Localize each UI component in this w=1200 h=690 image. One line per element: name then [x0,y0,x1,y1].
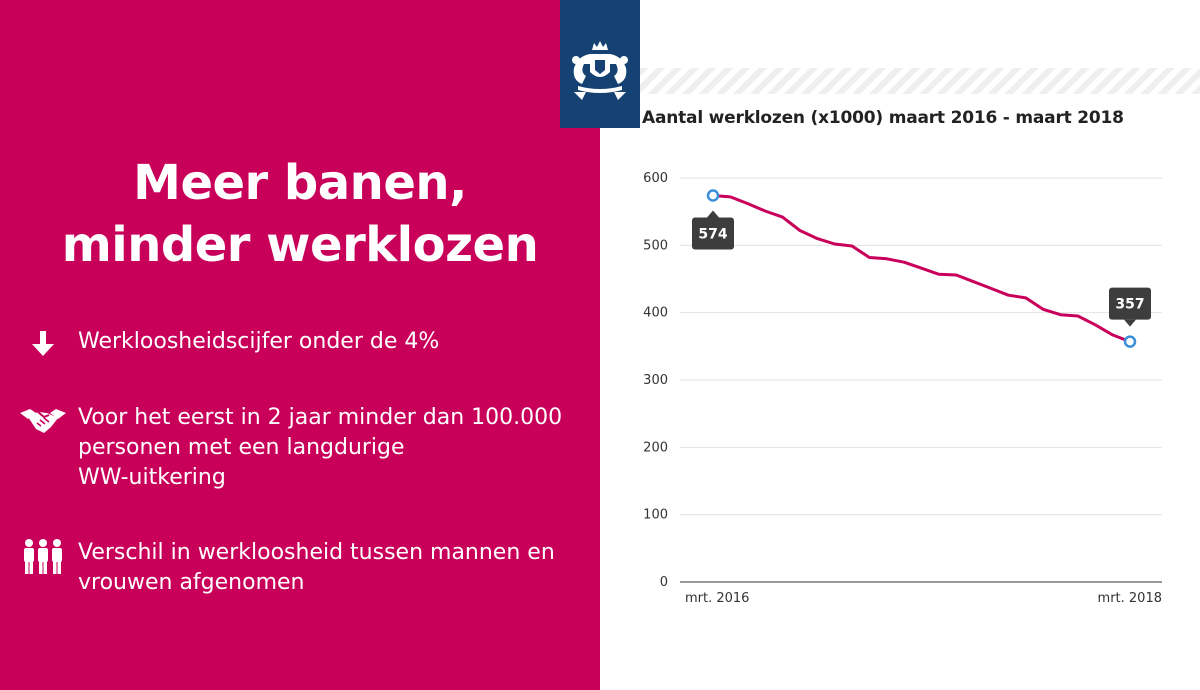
unemployment-line-chart: 0 100 200 300 400 500 600 mrt. 2016 mrt. 2018 574… [643,171,1162,606]
people-icon [20,538,66,574]
handshake-icon [20,403,66,437]
bullet-text-line: Verschil in werkloosheid tussen mannen e… [78,540,555,565]
bullet-text: Werkloosheidscijfer onder de 4% [78,329,440,354]
y-tick-label: 100 [643,508,668,523]
bullet-text-line: WW-uitkering [78,465,226,490]
series-line [711,194,1132,344]
data-point-marker [706,189,720,202]
y-tick-label: 300 [643,373,668,388]
arrow-down-icon [20,327,66,361]
y-tick-label: 0 [660,575,668,590]
tooltip-box [1109,287,1151,320]
rijksoverheid-coat-of-arms-icon [572,41,628,100]
bullet-text-line: personen met een langdurige [78,435,405,460]
bullet-text-line: vrouwen afgenomen [78,570,305,595]
tooltip-box [692,217,734,250]
x-tick-label: mrt. 2018 [1098,591,1162,606]
tooltip-pointer [707,210,719,218]
decorative-hatch-band [640,68,1200,94]
data-label: 574 [698,227,727,243]
x-tick-label: mrt. 2016 [685,591,749,606]
y-tick-label: 600 [643,171,668,186]
data-point-marker [1123,335,1137,348]
bullet-text: Verschil in werkloosheid tussen mannen e… [78,538,555,598]
headline: Meer banen, minder werklozen [0,152,600,276]
headline-line-2: minder werklozen [61,217,539,273]
y-tick-label: 400 [643,306,668,321]
bullet-gender-gap: Verschil in werkloosheid tussen mannen e… [20,538,590,598]
tooltip-pointer [1124,319,1136,327]
chart-title: Aantal werklozen (x1000) maart 2016 - ma… [642,108,1124,128]
left-panel: Meer banen, minder werklozen Werklooshei… [0,0,600,690]
bullet-unemployment-rate: Werkloosheidscijfer onder de 4% [20,327,590,361]
logo-block [560,0,640,128]
data-label: 357 [1115,297,1144,313]
bullet-text: Voor het eerst in 2 jaar minder dan 100.… [78,403,562,493]
bullet-text-line: Voor het eerst in 2 jaar minder dan 100.… [78,405,563,430]
bullet-long-term-ww: Voor het eerst in 2 jaar minder dan 100.… [20,403,590,493]
y-tick-label: 200 [643,440,668,455]
y-tick-label: 500 [643,238,668,253]
headline-line-1: Meer banen, [133,155,467,211]
